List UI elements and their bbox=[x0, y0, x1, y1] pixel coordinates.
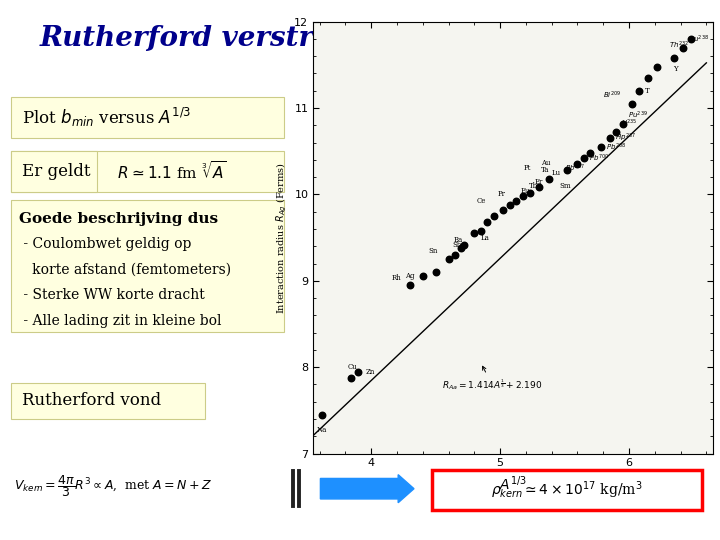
Text: Ce: Ce bbox=[477, 197, 486, 205]
X-axis label: $A^{1/3}$: $A^{1/3}$ bbox=[499, 474, 527, 492]
Text: Lu: Lu bbox=[552, 169, 561, 177]
Text: Au: Au bbox=[541, 159, 551, 167]
Text: Ba: Ba bbox=[454, 236, 463, 244]
Text: Y: Y bbox=[672, 65, 678, 73]
Point bbox=[449, 251, 461, 259]
FancyBboxPatch shape bbox=[11, 200, 284, 332]
Point bbox=[578, 154, 590, 163]
Text: Goede beschrijving dus: Goede beschrijving dus bbox=[19, 212, 219, 226]
Point bbox=[611, 128, 622, 137]
Point bbox=[524, 188, 536, 197]
Text: - Coulombwet geldig op: - Coulombwet geldig op bbox=[19, 237, 192, 251]
Point bbox=[595, 143, 606, 151]
Text: $Bi^{209}$: $Bi^{209}$ bbox=[603, 90, 621, 100]
Point bbox=[497, 206, 508, 214]
Text: T: T bbox=[644, 87, 649, 94]
Text: Eu: Eu bbox=[521, 187, 530, 195]
Point bbox=[475, 226, 487, 235]
Text: korte afstand (femtometers): korte afstand (femtometers) bbox=[19, 262, 232, 276]
Text: Sb: Sb bbox=[452, 240, 462, 248]
Text: Na: Na bbox=[317, 426, 328, 434]
Text: $R \simeq 1.1$ fm $\sqrt[3]{A}$: $R \simeq 1.1$ fm $\sqrt[3]{A}$ bbox=[108, 160, 227, 183]
Text: Er: Er bbox=[535, 178, 544, 186]
Point bbox=[353, 367, 364, 376]
Text: Rh: Rh bbox=[392, 274, 402, 282]
Point bbox=[634, 86, 645, 95]
FancyBboxPatch shape bbox=[11, 151, 284, 192]
FancyBboxPatch shape bbox=[432, 470, 702, 510]
Text: Rutherford vond: Rutherford vond bbox=[22, 393, 161, 409]
FancyArrow shape bbox=[320, 475, 414, 503]
Point bbox=[345, 373, 356, 382]
Text: $Pb^{208}$: $Pb^{208}$ bbox=[606, 141, 626, 152]
Point bbox=[604, 134, 616, 143]
FancyBboxPatch shape bbox=[11, 97, 284, 138]
Point bbox=[469, 229, 480, 238]
Point bbox=[678, 43, 689, 52]
Text: $V_{kern} = \dfrac{4\pi}{3}R^3 \propto A$,  met $A = N + Z$: $V_{kern} = \dfrac{4\pi}{3}R^3 \propto A… bbox=[14, 473, 212, 499]
Text: Pr: Pr bbox=[498, 191, 505, 198]
Point bbox=[488, 212, 500, 220]
Point bbox=[458, 240, 469, 249]
Text: - Alle lading zit in kleine bol: - Alle lading zit in kleine bol bbox=[19, 314, 222, 328]
Text: $Hp^{237}$: $Hp^{237}$ bbox=[615, 132, 636, 144]
Text: Zn: Zn bbox=[366, 368, 375, 375]
Text: - Sterke WW korte dracht: - Sterke WW korte dracht bbox=[19, 288, 205, 302]
FancyBboxPatch shape bbox=[11, 151, 97, 192]
Point bbox=[572, 160, 583, 168]
Text: $Th^{232}$: $Th^{232}$ bbox=[669, 40, 689, 51]
Text: Er geldt: Er geldt bbox=[22, 163, 90, 180]
Text: $\rho_{kern} \simeq 4 \times 10^{17}$ kg/m$^3$: $\rho_{kern} \simeq 4 \times 10^{17}$ kg… bbox=[491, 480, 643, 501]
Text: $Pb^{207}$: $Pb^{207}$ bbox=[564, 163, 585, 174]
Text: La: La bbox=[481, 234, 490, 241]
Point bbox=[518, 192, 529, 200]
Text: $U^{235}$: $U^{235}$ bbox=[621, 118, 638, 129]
Text: Pt: Pt bbox=[523, 165, 531, 172]
Point bbox=[317, 410, 328, 419]
Point bbox=[626, 99, 637, 108]
Y-axis label: Interaction radius $R_{Ag}$ (Ferms): Interaction radius $R_{Ag}$ (Ferms) bbox=[274, 161, 289, 314]
Text: $Au^{238}$: $Au^{238}$ bbox=[688, 33, 709, 44]
Point bbox=[544, 174, 555, 183]
Point bbox=[404, 281, 415, 289]
Point bbox=[456, 244, 467, 252]
Point bbox=[668, 53, 680, 62]
Point bbox=[417, 272, 428, 281]
Text: $R_{Aa} = 1.414 A^{\frac{1}{3}} + 2.190$: $R_{Aa} = 1.414 A^{\frac{1}{3}} + 2.190$ bbox=[442, 366, 542, 392]
Text: $Pu^{239}$: $Pu^{239}$ bbox=[628, 109, 648, 120]
Text: Cu: Cu bbox=[348, 363, 358, 371]
Text: Ag: Ag bbox=[405, 273, 414, 280]
Point bbox=[617, 119, 629, 128]
Point bbox=[510, 197, 521, 206]
Text: Sn: Sn bbox=[428, 247, 437, 254]
Point bbox=[642, 73, 654, 82]
Point bbox=[652, 62, 663, 71]
Point bbox=[430, 268, 441, 276]
Text: Ta: Ta bbox=[541, 166, 550, 174]
Point bbox=[685, 35, 697, 43]
Point bbox=[443, 255, 454, 264]
Text: Plot $b_{min}$ versus $A^{1/3}$: Plot $b_{min}$ versus $A^{1/3}$ bbox=[22, 106, 191, 129]
FancyBboxPatch shape bbox=[11, 383, 205, 418]
Text: Sm: Sm bbox=[559, 182, 571, 190]
Text: $Pb^{700}$: $Pb^{700}$ bbox=[589, 152, 609, 164]
Point bbox=[585, 148, 596, 157]
Point bbox=[533, 183, 544, 192]
Point bbox=[505, 200, 516, 209]
Point bbox=[562, 166, 573, 174]
Text: Tb: Tb bbox=[528, 182, 538, 190]
Text: Rutherford verstrooiïng: Rutherford verstrooiïng bbox=[40, 24, 411, 52]
Point bbox=[482, 218, 493, 226]
